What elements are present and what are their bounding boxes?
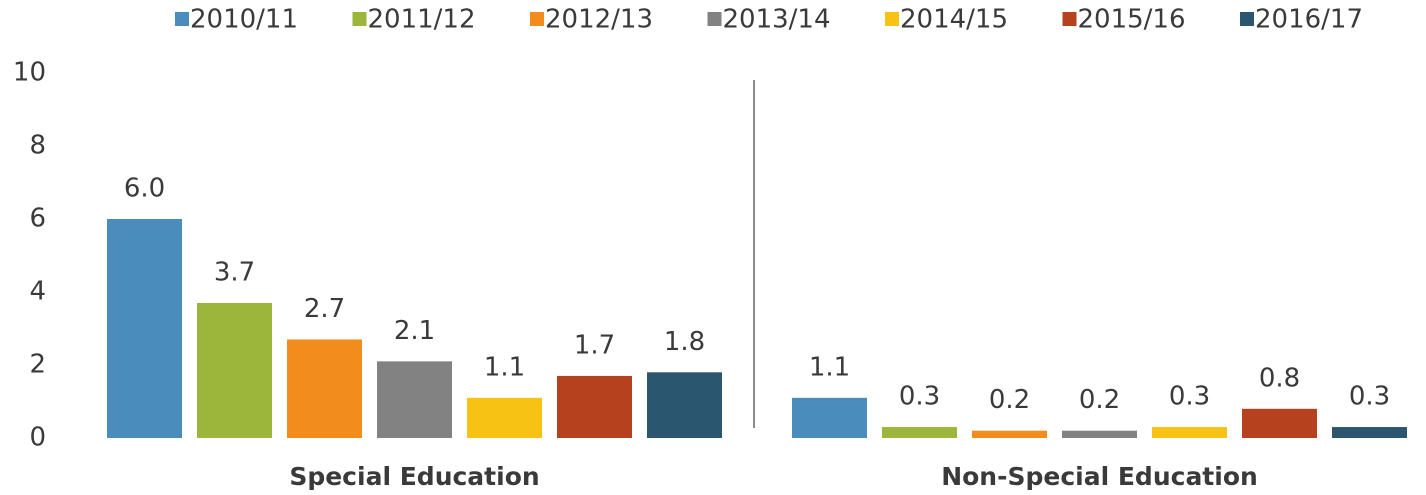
- y-tick-label: 0: [29, 423, 46, 453]
- data-label: 0.2: [989, 385, 1030, 415]
- y-tick-label: 8: [29, 131, 46, 161]
- legend-label: 2013/14: [723, 5, 831, 35]
- data-label: 0.3: [1349, 382, 1390, 412]
- legend-swatch: [1240, 12, 1254, 26]
- bar: [972, 430, 1047, 438]
- legend-label: 2012/13: [545, 5, 653, 35]
- bar: [287, 339, 362, 438]
- bar: [1242, 408, 1317, 438]
- x-tick-label: Special Education: [289, 462, 539, 491]
- bar: [557, 375, 632, 438]
- bar: [467, 397, 542, 438]
- x-tick-label: Non-Special Education: [941, 462, 1258, 491]
- legend-swatch: [352, 12, 367, 26]
- data-label: 3.7: [214, 257, 255, 287]
- legend-label: 2010/11: [190, 5, 298, 35]
- y-tick-label: 6: [29, 204, 46, 234]
- bar: [1152, 427, 1227, 438]
- data-label: 1.1: [809, 352, 850, 382]
- legend-swatch: [530, 12, 544, 26]
- data-label: 2.7: [304, 294, 345, 324]
- bar: [377, 361, 452, 438]
- data-label: 0.2: [1079, 385, 1120, 415]
- data-label: 1.8: [664, 327, 705, 357]
- y-tick-label: 2: [29, 350, 46, 380]
- data-label: 0.3: [1169, 382, 1210, 412]
- bar: [107, 219, 182, 438]
- legend-swatch: [1062, 12, 1077, 26]
- data-label: 0.3: [899, 382, 940, 412]
- bar: [1332, 427, 1407, 438]
- legend-label: 2014/15: [900, 5, 1008, 35]
- data-label: 6.0: [124, 174, 165, 204]
- data-label: 1.1: [484, 352, 525, 382]
- legend-swatch: [885, 12, 899, 26]
- bar: [792, 397, 867, 438]
- bar: [1062, 430, 1137, 438]
- y-tick-label: 4: [29, 277, 46, 307]
- data-label: 0.8: [1259, 363, 1300, 393]
- data-label: 1.7: [574, 330, 615, 360]
- legend-label: 2016/17: [1255, 5, 1363, 35]
- y-tick-label: 10: [13, 58, 46, 88]
- legend-label: 2015/16: [1078, 5, 1186, 35]
- data-label: 2.1: [394, 316, 435, 346]
- legend-swatch: [707, 12, 722, 26]
- legend-label: 2011/12: [368, 5, 476, 35]
- bar: [882, 427, 957, 438]
- bar: [197, 302, 272, 438]
- bar: [647, 372, 722, 438]
- legend-swatch: [175, 12, 189, 26]
